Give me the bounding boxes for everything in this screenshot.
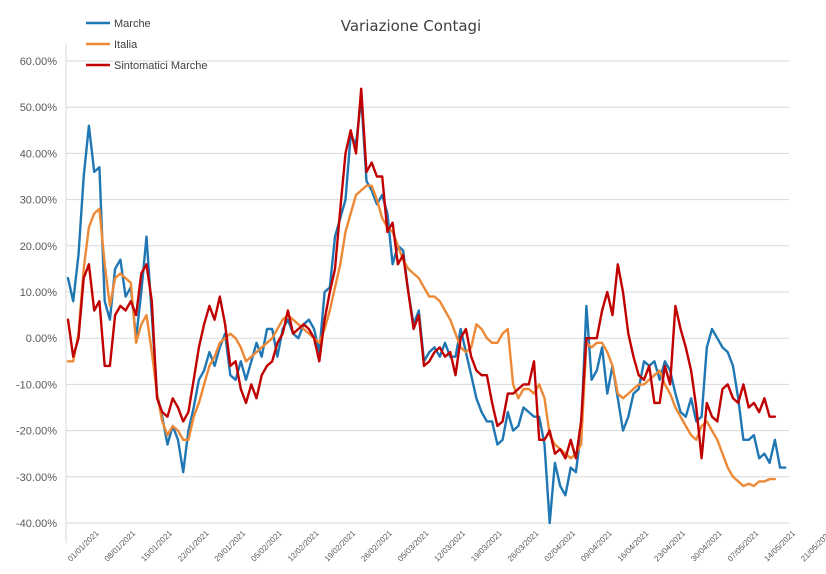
legend-label: Italia bbox=[114, 39, 138, 51]
y-tick-label: 50.00% bbox=[20, 102, 58, 114]
legend-label: Sintomatici Marche bbox=[114, 60, 208, 72]
series-line-italia bbox=[66, 184, 777, 488]
x-tick-label: 02/04/2021 bbox=[543, 528, 578, 563]
y-tick-label: 0.00% bbox=[26, 333, 57, 345]
x-tick-label: 07/05/2021 bbox=[726, 528, 761, 563]
x-tick-label: 12/02/2021 bbox=[286, 528, 321, 563]
x-tick-label: 21/05/2021 bbox=[799, 528, 826, 563]
legend-label: Marche bbox=[114, 18, 151, 30]
y-tick-label: -20.00% bbox=[16, 426, 57, 438]
y-tick-label: -30.00% bbox=[16, 472, 57, 484]
x-tick-label: 19/02/2021 bbox=[323, 528, 358, 563]
y-tick-label: 30.00% bbox=[20, 195, 58, 207]
series-line-marche bbox=[66, 96, 787, 525]
y-tick-label: 10.00% bbox=[20, 287, 58, 299]
y-axis: 60.00% 50.00% 40.00% 30.00% 20.00% 10.00% 0.00… bbox=[16, 56, 57, 530]
x-tick-label: 12/03/2021 bbox=[433, 528, 468, 563]
y-tick-label: 20.00% bbox=[20, 241, 58, 253]
series-lines bbox=[66, 87, 787, 525]
x-tick-label: 14/05/2021 bbox=[762, 528, 797, 563]
x-tick-label: 22/01/2021 bbox=[176, 528, 211, 563]
chart-title: Variazione Contagi bbox=[341, 17, 481, 35]
x-tick-label: 01/01/2021 bbox=[66, 528, 101, 563]
x-tick-label: 23/04/2021 bbox=[652, 528, 687, 563]
y-tick-label: 60.00% bbox=[20, 56, 58, 68]
x-tick-label: 05/03/2021 bbox=[396, 528, 431, 563]
y-tick-label: 40.00% bbox=[20, 148, 58, 160]
y-tick-label: -10.00% bbox=[16, 379, 57, 391]
x-tick-label: 15/01/2021 bbox=[139, 528, 174, 563]
x-tick-label: 30/04/2021 bbox=[689, 528, 724, 563]
x-tick-label: 09/04/2021 bbox=[579, 528, 614, 563]
x-tick-label: 19/03/2021 bbox=[469, 528, 504, 563]
x-tick-label: 26/02/2021 bbox=[359, 528, 394, 563]
x-tick-label: 05/02/2021 bbox=[249, 528, 284, 563]
series-line-sintomatici-marche bbox=[66, 87, 777, 460]
x-tick-label: 08/01/2021 bbox=[103, 528, 138, 563]
legend: Marche Italia Sintomatici Marche bbox=[86, 18, 208, 72]
x-tick-label: 26/03/2021 bbox=[506, 528, 541, 563]
x-tick-label: 16/04/2021 bbox=[616, 528, 651, 563]
x-tick-label: 29/01/2021 bbox=[213, 528, 248, 563]
x-axis: 01/01/2021 08/01/2021 15/01/2021 22/01/2021… bbox=[66, 528, 826, 563]
y-tick-label: -40.00% bbox=[16, 518, 57, 530]
